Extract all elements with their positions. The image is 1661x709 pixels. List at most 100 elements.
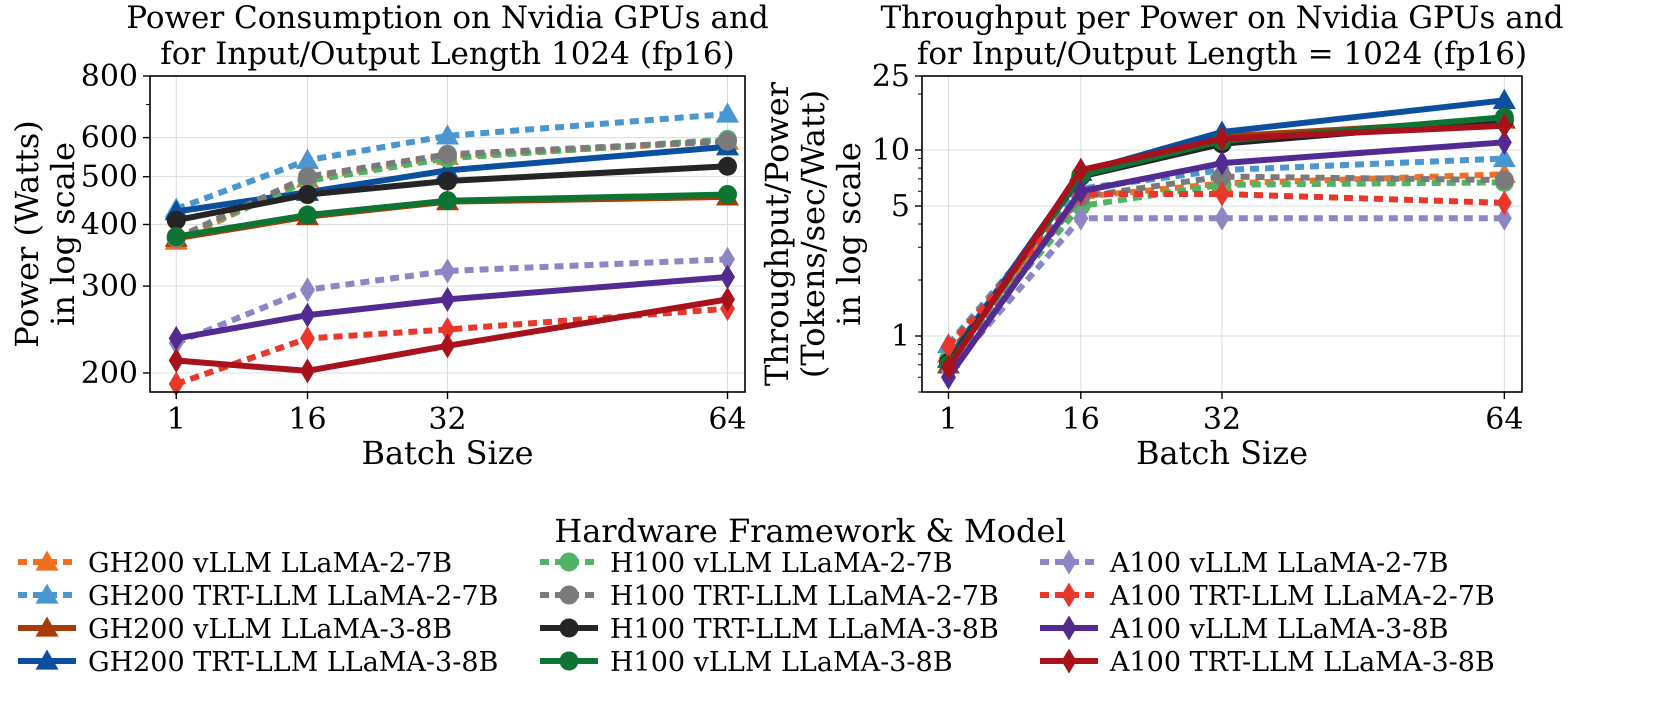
data-point [298, 167, 317, 187]
data-point [440, 258, 455, 284]
legend-item: A100 TRT-LLM LLaMA-3-8B [1040, 647, 1495, 678]
legend-marker [559, 618, 579, 638]
series-line [946, 215, 1505, 373]
legend-marker [1061, 582, 1077, 608]
legend-label: A100 TRT-LLM LLaMA-3-8B [1109, 647, 1495, 678]
y-tick-label: 25 [872, 59, 910, 94]
legend: Hardware Framework & Model GH200 vLLM LL… [18, 512, 1495, 678]
series-line [176, 296, 728, 374]
legend-item: H100 TRT-LLM LLaMA-2-7B [540, 581, 999, 612]
data-point [1496, 190, 1512, 216]
data-point [1073, 157, 1089, 183]
x-tick-label: 32 [1203, 402, 1241, 437]
legend-marker [1061, 549, 1077, 575]
series-line [946, 139, 1505, 380]
x-tick-label: 32 [428, 402, 466, 437]
data-point [1212, 167, 1232, 187]
legend-label: H100 TRT-LLM LLaMA-2-7B [610, 581, 999, 612]
legend-item: A100 TRT-LLM LLaMA-2-7B [1040, 581, 1495, 612]
x-tick-label: 1 [167, 402, 186, 437]
legend-marker [35, 649, 59, 670]
x-tick-label: 16 [288, 402, 326, 437]
data-point [298, 185, 317, 205]
data-point [438, 191, 457, 211]
data-point [300, 358, 315, 384]
series-line [175, 143, 728, 215]
chart-title: Throughput per Power on Nvidia GPUs and f… [880, 0, 1563, 72]
data-point [720, 246, 735, 272]
legend-marker [35, 550, 59, 571]
data-point [168, 325, 184, 351]
legend-title: Hardware Framework & Model [554, 512, 1065, 550]
y-tick-label: 400 [81, 207, 138, 242]
chart-title: Power Consumption on Nvidia GPUs and for … [126, 0, 769, 72]
data-point [1496, 205, 1512, 231]
y-tick-label: 500 [81, 160, 138, 195]
data-point [1492, 88, 1516, 109]
series-line [945, 122, 1505, 369]
data-point [1492, 147, 1516, 168]
legend-item: A100 vLLM LLaMA-3-8B [1040, 614, 1449, 645]
data-point [940, 333, 956, 359]
data-point [438, 171, 457, 191]
legend-marker [559, 651, 579, 671]
y-tick-label: 800 [81, 59, 138, 94]
legend-marker [559, 552, 579, 572]
data-point [440, 333, 455, 359]
series-line [174, 138, 728, 242]
data-point [718, 156, 737, 176]
data-point [298, 205, 317, 225]
data-point [436, 124, 459, 145]
data-point [1214, 181, 1230, 207]
data-point [168, 347, 184, 373]
data-point [718, 185, 737, 205]
y-tick-label: 200 [81, 356, 138, 391]
legend-label: A100 vLLM LLaMA-2-7B [1109, 548, 1449, 579]
legend-label: GH200 TRT-LLM LLaMA-2-7B [88, 581, 498, 612]
legend-label: A100 vLLM LLaMA-3-8B [1109, 614, 1449, 645]
y-tick-label: 1 [891, 319, 910, 354]
legend-item: GH200 vLLM LLaMA-3-8B [18, 614, 452, 645]
data-point [1073, 205, 1089, 231]
x-tick-label: 16 [1062, 402, 1100, 437]
data-point [300, 302, 315, 328]
x-tick-label: 64 [1485, 402, 1523, 437]
legend-marker [35, 583, 59, 604]
legend-label: H100 vLLM LLaMA-2-7B [610, 548, 953, 579]
legend-marker [1061, 648, 1077, 674]
legend-marker [559, 585, 579, 605]
data-point [438, 144, 457, 164]
legend-item: H100 TRT-LLM LLaMA-3-8B [540, 614, 999, 645]
data-point [166, 210, 186, 230]
series-line [175, 110, 728, 212]
data-point [940, 354, 956, 380]
legend-label: GH200 TRT-LLM LLaMA-3-8B [88, 647, 498, 678]
x-tick-label: 64 [708, 402, 746, 437]
data-point [296, 148, 319, 169]
y-tick-label: 10 [872, 133, 910, 168]
legend-label: GH200 vLLM LLaMA-2-7B [88, 548, 452, 579]
data-point [300, 277, 315, 303]
data-point [1214, 205, 1230, 231]
legend-item: H100 vLLM LLaMA-3-8B [540, 647, 953, 678]
legend-item: A100 vLLM LLaMA-2-7B [1040, 548, 1449, 579]
series-line [175, 191, 728, 240]
legend-marker [1061, 615, 1077, 641]
legend-label: H100 vLLM LLaMA-3-8B [610, 647, 953, 678]
data-point [718, 131, 737, 151]
series-line [946, 173, 1505, 367]
data-point [1496, 113, 1512, 139]
legend-item: GH200 TRT-LLM LLaMA-3-8B [18, 647, 498, 678]
series-line [946, 179, 1505, 362]
legend-label: GH200 vLLM LLaMA-3-8B [88, 614, 452, 645]
series-line [946, 191, 1505, 349]
series-line [175, 256, 728, 346]
y-axis-label: Power (Watts)in log scale [8, 120, 82, 348]
data-point [168, 371, 184, 397]
x-axis-label: Batch Size [1136, 434, 1308, 472]
series-line [175, 163, 728, 224]
x-tick-label: 1 [939, 402, 958, 437]
